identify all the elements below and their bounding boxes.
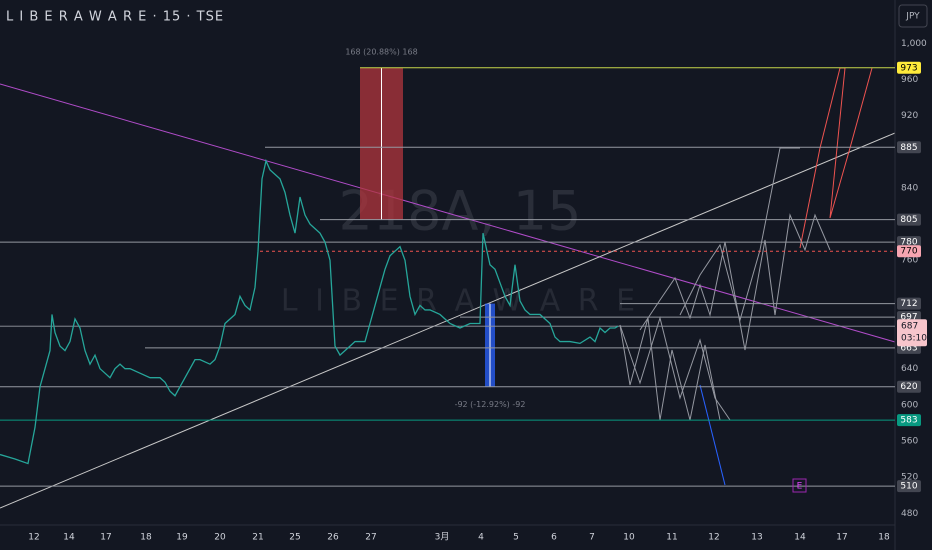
level-badge — [897, 297, 921, 310]
x-tick-label: 26 — [327, 533, 339, 543]
x-tick-label: 20 — [214, 533, 226, 543]
y-tick-label: 480 — [901, 509, 918, 519]
y-tick-label: 600 — [901, 400, 918, 410]
level-label: 583 — [900, 416, 917, 426]
x-tick-label: 4 — [478, 533, 484, 543]
x-tick-label: 12 — [708, 533, 719, 543]
event-marker[interactable] — [792, 478, 807, 493]
x-tick-label: 12 — [28, 533, 39, 543]
y-tick-label: 840 — [901, 183, 918, 193]
level-badge — [897, 61, 921, 74]
y-tick-label: 760 — [901, 256, 918, 266]
x-tick-label: 21 — [252, 533, 263, 543]
level-label: 770 — [900, 247, 917, 257]
watermark: L I B E R A W A R E — [281, 284, 639, 319]
x-tick-label: 18 — [140, 533, 152, 543]
level-label: 663 — [900, 343, 917, 353]
x-tick-label: 19 — [176, 533, 188, 543]
y-tick-label: 640 — [901, 364, 918, 374]
level-label: 712 — [900, 299, 917, 309]
level-badge — [897, 480, 921, 493]
x-tick-label: 7 — [589, 533, 595, 543]
level-label: 510 — [900, 482, 917, 492]
event-label: E — [797, 482, 803, 492]
level-label: 780 — [900, 238, 917, 248]
x-tick-label: 14 — [63, 533, 75, 543]
x-tick-label: 10 — [623, 533, 635, 543]
x-tick-label: 6 — [551, 533, 557, 543]
x-tick-label: 18 — [878, 533, 890, 543]
level-badge — [897, 213, 921, 226]
countdown: 03:10 — [901, 334, 927, 344]
y-tick-label: 520 — [901, 473, 918, 483]
x-tick-label: 17 — [836, 533, 847, 543]
currency-button[interactable] — [898, 4, 928, 28]
current-price: 687 — [901, 322, 918, 332]
chart-title: L I B E R A W A R E · 15 · TSE — [6, 10, 224, 25]
level-badge — [897, 414, 921, 427]
x-tick-label: 17 — [100, 533, 111, 543]
level-label: 805 — [900, 215, 917, 225]
measure-label: -92 (-12.92%) -92 — [455, 400, 526, 409]
current-badge — [897, 319, 927, 347]
level-label: 697 — [900, 313, 917, 323]
measure-label: 168 (20.88%) 168 — [345, 47, 417, 56]
level-badge — [897, 380, 921, 393]
x-tick-label: 11 — [666, 533, 677, 543]
x-tick-label: 14 — [794, 533, 806, 543]
level-badge — [897, 245, 921, 258]
y-tick-label: 1,000 — [901, 39, 927, 49]
price-line — [0, 158, 619, 465]
x-tick-label: 25 — [289, 533, 300, 543]
x-tick-label: 5 — [513, 533, 519, 543]
level-label: 885 — [900, 143, 917, 153]
y-tick-label: 560 — [901, 436, 918, 446]
y-tick-label: 920 — [901, 111, 918, 121]
x-tick-label: 13 — [751, 533, 762, 543]
level-badge — [897, 236, 921, 249]
x-tick-label: 3月 — [435, 532, 450, 543]
level-label: 620 — [900, 382, 917, 392]
level-label: 973 — [900, 63, 917, 73]
level-badge — [897, 141, 921, 154]
y-tick-label: 960 — [901, 75, 918, 85]
x-tick-label: 27 — [365, 533, 376, 543]
currency-label: JPY — [905, 12, 920, 22]
